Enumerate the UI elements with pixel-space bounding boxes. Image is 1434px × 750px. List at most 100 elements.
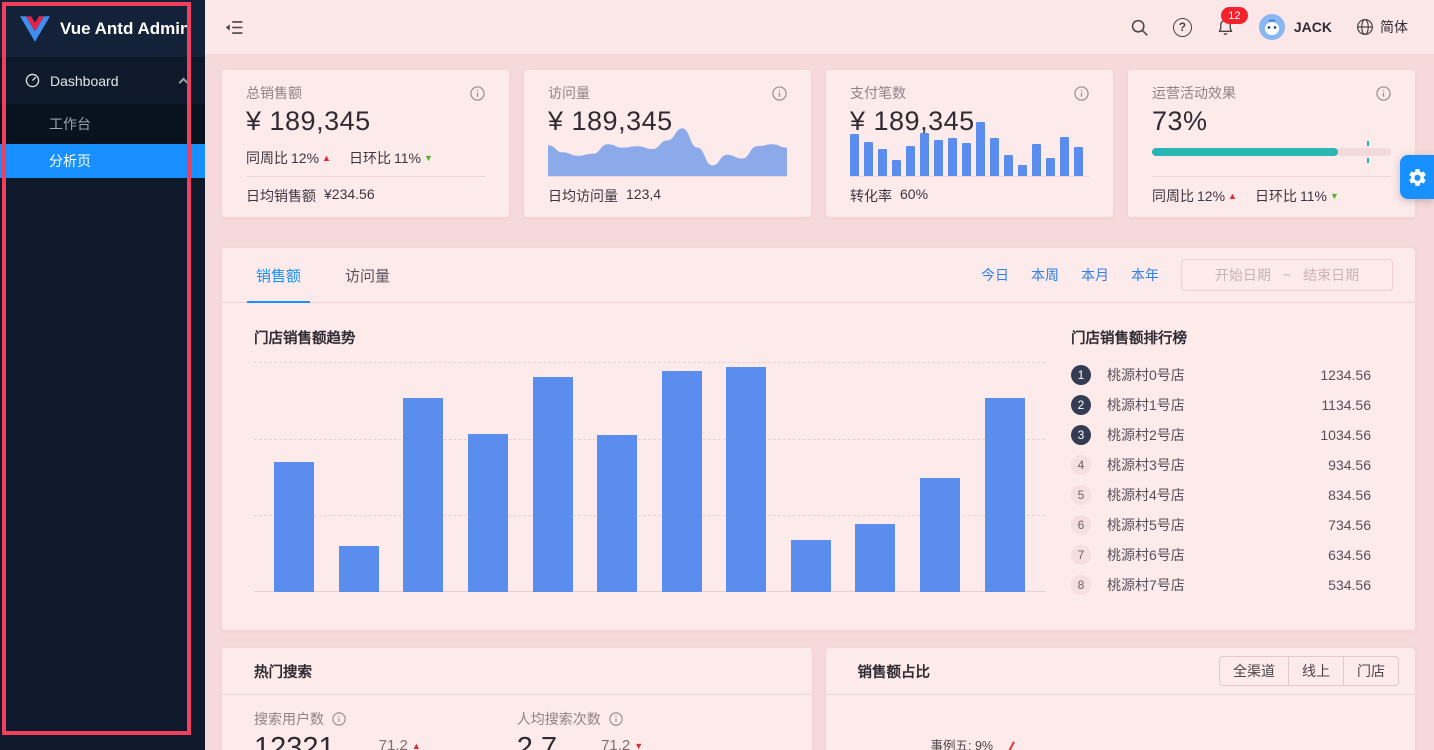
help-button[interactable]: ? <box>1172 17 1192 37</box>
info-icon[interactable] <box>772 85 787 101</box>
bar[interactable] <box>532 377 573 592</box>
card-title: 运营活动效果 <box>1152 85 1236 101</box>
bar <box>976 122 985 176</box>
ranking-row: 5 桃源村4号店 834.56 <box>1071 480 1371 510</box>
divider <box>246 176 485 177</box>
menu-fold-button[interactable] <box>225 18 244 37</box>
rank-badge: 5 <box>1071 485 1091 505</box>
ranking-row: 4 桃源村3号店 934.56 <box>1071 450 1371 480</box>
metric-value: 12321 <box>254 732 335 750</box>
card-header: 热门搜索 <box>222 648 812 695</box>
ranking-title: 门店销售额排行榜 <box>1071 331 1187 347</box>
settings-gear-button[interactable] <box>1400 155 1434 199</box>
sidebar-item-dashboard[interactable]: Dashboard <box>0 57 205 104</box>
card-footer: 日均访问量 123,4 <box>548 186 662 204</box>
metric-trend: 71.2 ▼ <box>601 737 644 750</box>
sidebar-item-analysis[interactable]: 分析页 <box>0 144 205 178</box>
language-switcher[interactable]: 简体 <box>1356 17 1408 37</box>
info-icon[interactable] <box>332 712 346 726</box>
bar[interactable] <box>468 433 509 592</box>
bar <box>1032 144 1041 176</box>
bar[interactable] <box>403 397 444 592</box>
date-range-picker[interactable]: ~ <box>1181 259 1393 291</box>
gridline <box>254 515 1045 517</box>
bar[interactable] <box>920 478 961 592</box>
card-header: 销售额占比 全渠道 线上 门店 <box>825 648 1415 695</box>
filter-stores[interactable]: 门店 <box>1344 656 1399 686</box>
stat-cards-row: 总销售额 ¥ 189,345 同周比 12% ▲ <box>222 70 1415 217</box>
card-value: ¥ 189,345 <box>548 106 673 136</box>
sidebar-item-workbench[interactable]: 工作台 <box>49 116 91 132</box>
bar[interactable] <box>597 434 638 592</box>
gear-icon <box>1408 168 1426 186</box>
ranking-row: 6 桃源村5号店 734.56 <box>1071 510 1371 540</box>
notifications-button[interactable]: 12 <box>1216 7 1248 37</box>
stat-card-operation-effect: 运营活动效果 73% <box>1128 70 1415 217</box>
user-name: JACK <box>1293 19 1332 35</box>
bar[interactable] <box>338 546 379 592</box>
range-month[interactable]: 本月 <box>1081 267 1109 283</box>
card-value: ¥ 189,345 <box>246 106 371 136</box>
user-menu[interactable]: JACK <box>1258 14 1332 40</box>
card-middle <box>1152 137 1391 176</box>
card-title: 销售额占比 <box>857 664 931 681</box>
bar[interactable] <box>274 461 315 592</box>
bar[interactable] <box>984 397 1025 592</box>
pie-slice-label: 事例五: 9% <box>930 739 994 750</box>
bar <box>948 138 957 176</box>
card-footer: 同周比 12% ▲ 日环比 11% ▼ <box>1152 177 1391 206</box>
bar[interactable] <box>855 524 896 592</box>
range-today[interactable]: 今日 <box>981 267 1009 283</box>
ranking-row: 1 桃源村0号店 1234.56 <box>1071 360 1371 390</box>
stat-card-payments: 支付笔数 ¥ 189,345 转化率 60% <box>826 70 1113 217</box>
filter-all-channels[interactable]: 全渠道 <box>1219 656 1289 686</box>
info-icon[interactable] <box>609 712 623 726</box>
range-week[interactable]: 本周 <box>1031 267 1059 283</box>
info-icon[interactable] <box>1376 85 1391 101</box>
bar[interactable] <box>726 367 767 592</box>
chevron-up-icon <box>178 77 189 88</box>
area-chart-svg <box>548 128 787 176</box>
operation-progress-target <box>1367 140 1370 163</box>
end-date-input[interactable] <box>1295 267 1368 283</box>
rank-badge: 4 <box>1071 455 1091 475</box>
start-date-input[interactable] <box>1206 267 1279 283</box>
chart-title: 门店销售额趋势 <box>254 331 356 347</box>
date-filters: 今日 本周 本月 本年 ~ <box>981 248 1393 302</box>
logo[interactable]: Vue Antd Admin <box>0 0 205 57</box>
down-caret-icon: ▼ <box>423 153 433 163</box>
ranking-row: 7 桃源村6号店 634.56 <box>1071 540 1371 570</box>
bar[interactable] <box>661 370 702 592</box>
bar <box>1004 154 1013 176</box>
card-value: 73% <box>1152 106 1208 136</box>
card-title: 访问量 <box>548 85 590 101</box>
bar[interactable] <box>790 539 831 592</box>
range-year[interactable]: 本年 <box>1131 267 1159 283</box>
globe-icon <box>1357 19 1373 35</box>
day-trend: 日环比 11% ▼ <box>1254 188 1339 204</box>
bar <box>892 159 901 176</box>
page-content: 总销售额 ¥ 189,345 同周比 12% ▲ <box>205 54 1434 750</box>
tabs: 销售额 访问量 <box>222 248 392 303</box>
tab-visits[interactable]: 访问量 <box>345 267 391 285</box>
bar <box>990 137 999 176</box>
operation-progress-fill <box>1152 147 1339 156</box>
sidebar-item-label: Dashboard <box>50 72 119 89</box>
rank-badge: 8 <box>1071 575 1091 595</box>
date-separator: ~ <box>1282 267 1292 283</box>
info-icon[interactable] <box>470 85 485 101</box>
sidebar: Vue Antd Admin Dashboard 工作台 分析页 <box>0 0 205 750</box>
operation-progress-bar <box>1152 140 1391 163</box>
tab-sales[interactable]: 销售额 <box>246 248 311 303</box>
header-actions: ? 12 JACK <box>1130 7 1408 40</box>
bar <box>864 141 873 176</box>
search-button[interactable] <box>1130 18 1149 37</box>
ranking-row: 8 桃源村7号店 534.56 <box>1071 570 1371 600</box>
stat-card-total-sales: 总销售额 ¥ 189,345 同周比 12% ▲ <box>222 70 509 217</box>
filter-online[interactable]: 线上 <box>1289 656 1344 686</box>
bar <box>920 133 929 176</box>
info-icon[interactable] <box>1074 85 1089 101</box>
card-footer: 转化率 60% <box>850 186 929 204</box>
logo-text: Vue Antd Admin <box>60 18 191 38</box>
